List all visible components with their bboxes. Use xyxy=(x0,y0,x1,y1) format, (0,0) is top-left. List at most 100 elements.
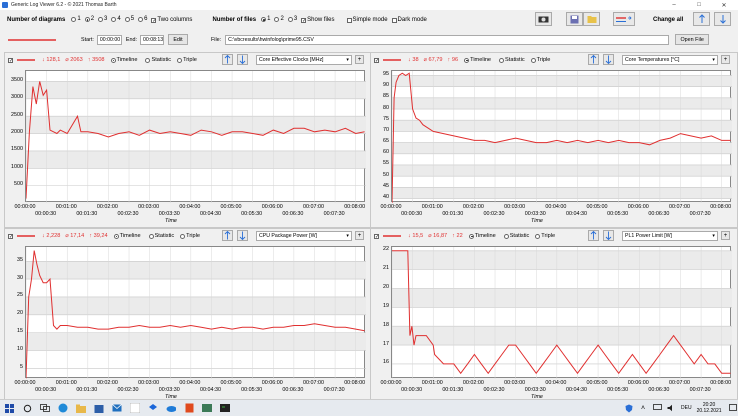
radio-circle[interactable] xyxy=(110,57,116,63)
show-files-checkbox[interactable]: ✓ Show files xyxy=(301,17,335,24)
onedrive-icon[interactable] xyxy=(166,403,176,413)
end-field[interactable]: 00:08:13 xyxy=(139,34,164,45)
triple-radio[interactable]: Triple xyxy=(180,233,200,239)
dropbox-icon[interactable] xyxy=(148,403,158,413)
radio-circle[interactable] xyxy=(111,16,117,22)
network-icon[interactable] xyxy=(652,403,662,413)
open-file-button[interactable]: Open File xyxy=(675,34,710,45)
file-path-field[interactable]: C:\vbcresults\hwinfolog\prime95.CSV xyxy=(225,34,670,45)
move-up-icon[interactable] xyxy=(222,230,233,241)
radio-circle[interactable] xyxy=(464,57,470,63)
move-up-icon[interactable] xyxy=(588,230,599,241)
radio-circle[interactable] xyxy=(468,233,474,239)
radio-circle[interactable] xyxy=(499,57,505,63)
windows-start-icon[interactable] xyxy=(4,403,14,413)
diagrams-radio-5[interactable]: 5 xyxy=(124,16,134,22)
add-diagram-icon[interactable]: + xyxy=(355,55,364,64)
store-icon[interactable] xyxy=(94,403,104,413)
open-folder-icon[interactable] xyxy=(583,12,600,26)
files-radio-2[interactable]: 2 xyxy=(274,16,284,22)
statistic-radio[interactable]: Statistic xyxy=(499,57,525,63)
show-diagram-checkbox[interactable]: ✓ xyxy=(374,233,380,240)
diagram-plot-area[interactable] xyxy=(25,246,366,379)
arrow-up-icon[interactable] xyxy=(693,12,710,26)
file-explorer-icon[interactable] xyxy=(76,403,86,413)
radio-circle[interactable] xyxy=(287,16,293,22)
add-diagram-icon[interactable]: + xyxy=(721,231,730,240)
radio-circle[interactable] xyxy=(530,57,536,63)
timeline-radio[interactable]: Timeline xyxy=(110,57,137,63)
diagrams-radio-6[interactable]: 6 xyxy=(138,16,147,22)
chevron-up-icon[interactable]: ˄ xyxy=(640,404,646,412)
move-down-icon[interactable] xyxy=(237,230,248,241)
start-field[interactable]: 00:00:00 xyxy=(96,34,122,45)
checkbox-box[interactable]: ✓ xyxy=(151,17,157,24)
checkbox-box[interactable] xyxy=(346,17,352,23)
add-diagram-icon[interactable]: + xyxy=(355,231,364,240)
edge-browser-icon[interactable] xyxy=(58,403,68,413)
triple-radio[interactable]: Triple xyxy=(177,57,197,63)
files-radio-1[interactable]: 1 xyxy=(261,16,270,22)
radio-circle[interactable] xyxy=(148,233,154,239)
timeline-radio[interactable]: Timeline xyxy=(464,57,491,63)
statistic-radio[interactable]: Statistic xyxy=(145,57,171,63)
move-up-icon[interactable] xyxy=(588,54,599,65)
statistic-radio[interactable]: Statistic xyxy=(148,233,174,239)
triple-radio[interactable]: Triple xyxy=(535,233,555,239)
diagrams-radio-4[interactable]: 4 xyxy=(111,16,121,22)
diagram-plot-area[interactable] xyxy=(391,246,732,379)
two-columns-checkbox[interactable]: ✓ Two columns xyxy=(151,17,192,23)
notification-icon[interactable] xyxy=(728,403,738,413)
move-down-icon[interactable] xyxy=(237,54,248,65)
app-icon-b[interactable] xyxy=(202,403,212,413)
diagrams-radio-2[interactable]: 2 xyxy=(84,16,94,22)
dark-mode-checkbox[interactable]: Dark mode xyxy=(391,17,427,23)
radio-circle[interactable] xyxy=(261,16,267,22)
terminal-icon[interactable] xyxy=(220,403,230,413)
sensor-select[interactable]: PL1 Power Limit [W] ▾ xyxy=(622,231,718,241)
diagrams-radio-1[interactable]: 1 xyxy=(71,16,81,22)
show-diagram-checkbox[interactable]: ✓ xyxy=(374,57,380,64)
camera-icon[interactable] xyxy=(535,12,552,26)
add-diagram-icon[interactable]: + xyxy=(721,55,730,64)
move-down-icon[interactable] xyxy=(603,54,614,65)
task-view-icon[interactable] xyxy=(40,403,50,413)
shield-icon[interactable] xyxy=(624,403,634,413)
diagrams-radio-3[interactable]: 3 xyxy=(98,16,107,22)
radio-circle[interactable] xyxy=(71,16,77,22)
close-button[interactable]: ✕ xyxy=(721,2,727,9)
language-indicator[interactable]: DEU xyxy=(681,405,692,411)
triple-radio[interactable]: Triple xyxy=(530,57,550,63)
clock[interactable]: 20:20 20.12.2021 xyxy=(697,402,722,414)
sensor-select[interactable]: Core Temperatures [°C] ▾ xyxy=(622,55,718,65)
minimize-button[interactable]: – xyxy=(672,2,676,8)
files-radio-3[interactable]: 3 xyxy=(287,16,297,22)
radio-circle[interactable] xyxy=(84,16,90,22)
diagram-plot-area[interactable] xyxy=(25,70,366,203)
statistic-radio[interactable]: Statistic xyxy=(503,233,529,239)
radio-circle[interactable] xyxy=(274,16,280,22)
speaker-icon[interactable] xyxy=(666,403,676,413)
office-icon[interactable] xyxy=(184,403,194,413)
show-diagram-checkbox[interactable]: ✓ xyxy=(8,233,14,240)
radio-circle[interactable] xyxy=(535,233,541,239)
sensor-select[interactable]: Core Effective Clocks [MHz] ▾ xyxy=(256,55,352,65)
sensor-select[interactable]: CPU Package Power [W] ▾ xyxy=(256,231,352,241)
move-up-icon[interactable] xyxy=(222,54,233,65)
radio-circle[interactable] xyxy=(98,16,104,22)
radio-circle[interactable] xyxy=(180,233,186,239)
timeline-radio[interactable]: Timeline xyxy=(468,233,496,239)
simple-mode-checkbox[interactable]: Simple mode xyxy=(346,17,388,23)
move-down-icon[interactable] xyxy=(603,230,614,241)
radio-circle[interactable] xyxy=(503,233,509,239)
radio-circle[interactable] xyxy=(124,16,130,22)
edit-button[interactable]: Edit xyxy=(167,34,188,45)
save-icon[interactable] xyxy=(566,12,583,26)
maximize-button[interactable]: □ xyxy=(697,2,701,8)
arrow-down-icon[interactable] xyxy=(714,12,731,26)
checkbox-box[interactable] xyxy=(391,17,397,23)
diagram-plot-area[interactable] xyxy=(391,70,732,203)
mail-icon[interactable] xyxy=(112,403,122,413)
radio-circle[interactable] xyxy=(113,233,119,239)
checkbox-box[interactable]: ✓ xyxy=(301,17,307,24)
